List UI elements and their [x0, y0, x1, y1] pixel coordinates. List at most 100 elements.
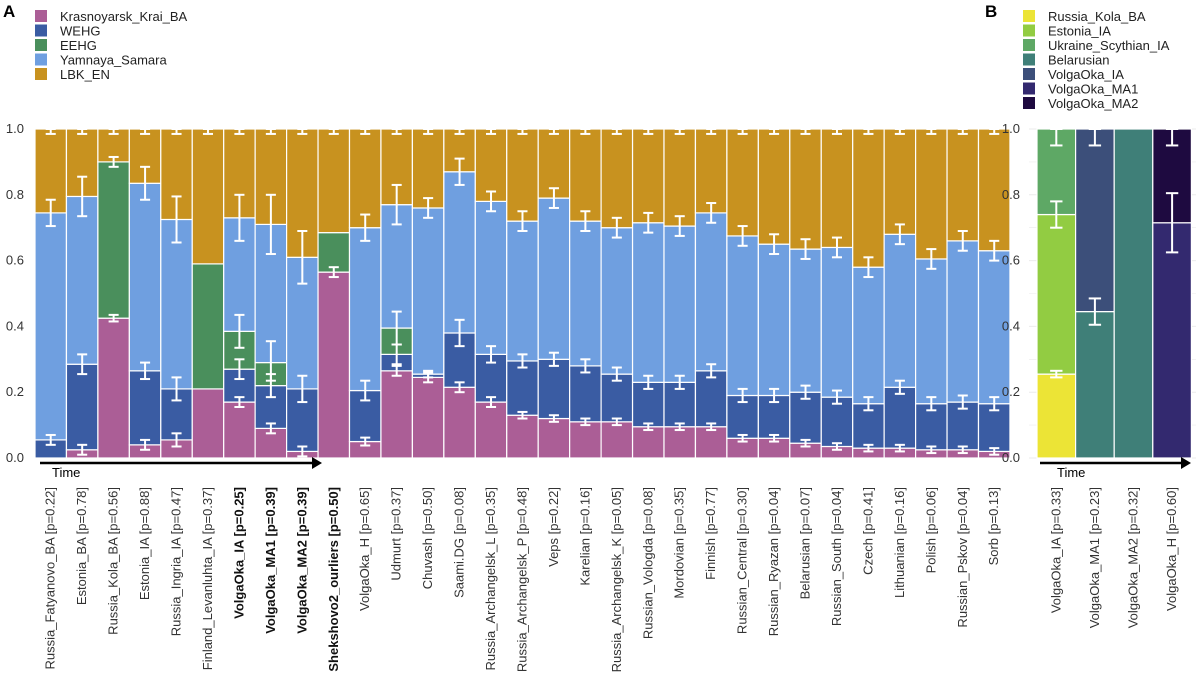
bar-segment-wehg [883, 386, 917, 449]
x-tick-label: Veps [p=0.22] [546, 487, 561, 567]
bar-segment-krasnoyarsk-krai-ba [411, 376, 445, 459]
bar-segment-yamnaya-samara [600, 227, 634, 375]
bars-a [34, 128, 1011, 459]
legend-label-russia-kola-ba: Russia_Kola_BA [1048, 9, 1146, 24]
time-arrow-head [1181, 457, 1191, 469]
y-tick-label: 0.2 [6, 384, 24, 399]
bar-segment-krasnoyarsk-krai-ba [317, 271, 351, 459]
bar-segment-russia-kola-ba [1036, 373, 1077, 459]
bar-segment-yamnaya-samara [34, 212, 68, 441]
x-tick-label: Russia_Kola_BA [p=0.56] [106, 487, 121, 635]
x-tick-label: VolgaOka_H [p=0.60] [1164, 487, 1179, 611]
bar-segment-yamnaya-samara [474, 200, 508, 355]
bar-segment-belarusian [1074, 310, 1115, 459]
bar-segment-lbk-en [348, 128, 382, 229]
x-tick-label: Russian_Central [p=0.30] [735, 487, 750, 634]
y-tick-label: 0.2 [1002, 384, 1020, 399]
legend-label-wehg: WEHG [60, 24, 100, 39]
y-tick-label: 1.0 [6, 121, 24, 136]
x-labels-a: Russia_Fatyanovo_BA [p=0.22] Estonia_BA [… [43, 487, 1001, 672]
legend-swatch-wehg [35, 24, 47, 37]
bar-segment-krasnoyarsk-krai-ba [191, 388, 225, 459]
legend-label-yamnaya-samara: Yamnaya_Samara [60, 53, 167, 68]
x-tick-label: Estonia_BA [p=0.78] [74, 487, 89, 605]
bar-segment-krasnoyarsk-krai-ba [506, 414, 539, 459]
x-tick-label: Russian_Vologda [p=0.08] [640, 487, 655, 639]
legend-swatch-volgaoka-ma2 [1023, 97, 1035, 109]
bar-segment-yamnaya-samara [506, 220, 539, 362]
x-tick-label: Lithuanian [p=0.16] [892, 487, 907, 598]
bar-segment-yamnaya-samara [914, 258, 948, 405]
bar-segment-yamnaya-samara [726, 235, 759, 397]
time-label: Time [1057, 465, 1085, 480]
bar-segment-wehg [128, 370, 162, 446]
bar-segment-yamnaya-samara [977, 250, 1011, 405]
y-tick-label: 0.4 [6, 318, 24, 333]
bar-segment-yamnaya-samara [883, 233, 917, 388]
x-tick-label: Polish [p=0.06] [923, 487, 938, 573]
time-label: Time [52, 465, 80, 480]
legend-label-krasnoyarsk-krai-ba: Krasnoyarsk_Krai_BA [60, 9, 187, 24]
bar-segment-yamnaya-samara [757, 243, 791, 397]
bar-segment-lbk-en [506, 128, 539, 222]
bar-segment-yamnaya-samara [820, 246, 854, 398]
legend-swatch-eehg [35, 39, 47, 51]
legend-swatch-volgaoka-ma1 [1023, 82, 1035, 95]
x-tick-label: Finland_Levanluhta_IA [p=0.37] [200, 487, 215, 670]
x-tick-label: Mordovian [p=0.35] [672, 487, 687, 599]
panel-a-label: A [3, 2, 15, 21]
bar-segment-lbk-en [317, 128, 351, 234]
bar-segment-lbk-en [694, 128, 728, 214]
legend-label-estonia-ia: Estonia_IA [1048, 24, 1111, 39]
y-tick-label: 0.8 [1002, 187, 1020, 202]
bar-segment-yamnaya-samara [569, 220, 602, 367]
legend-swatch-krasnoyarsk-krai-ba [35, 10, 47, 22]
x-tick-label: Estonia_IA [p=0.88] [137, 487, 152, 600]
legend-label-belarusian: Belarusian [1048, 53, 1109, 68]
bar-segment-eehg [191, 263, 225, 390]
legend-label-ukraine-scythian-ia: Ukraine_Scythian_IA [1048, 38, 1170, 53]
bar-segment-yamnaya-samara [789, 248, 822, 393]
bar-segment-yamnaya-samara [65, 195, 99, 365]
bar-segment-wehg [254, 385, 288, 429]
y-tick-label: 1.0 [1002, 121, 1020, 136]
x-tick-label: Shekshovo2_ourliers [p=0.50] [326, 487, 341, 672]
panel-a: A Krasnoyarsk_Krai_BAWEHGEEHGYamnaya_Sam… [3, 2, 1011, 672]
bar-segment-wehg [914, 403, 948, 451]
bar-segment-krasnoyarsk-krai-ba [97, 317, 130, 459]
legend-label-eehg: EEHG [60, 38, 97, 53]
bar-segment-lbk-en [820, 128, 854, 249]
x-tick-label: VolgaOka_IA [p=0.33] [1048, 487, 1063, 613]
y-tick-label: 0.6 [1002, 253, 1020, 268]
legend-swatch-lbk-en [35, 68, 47, 80]
bar-segment-lbk-en [883, 128, 917, 235]
legend-a: Krasnoyarsk_Krai_BAWEHGEEHGYamnaya_Samar… [35, 9, 187, 82]
bar-segment-lbk-en [789, 128, 822, 250]
bar-segment-yamnaya-samara [128, 182, 162, 372]
time-arrow-a: Time [40, 457, 322, 480]
bar-segment-estonia-ia [1036, 213, 1077, 375]
legend-swatch-yamnaya-samara [35, 53, 47, 66]
x-tick-label: Russian_Ryazan [p=0.04] [766, 487, 781, 636]
x-tick-label: VolgaOka_MA2 [p=0.32] [1126, 487, 1141, 628]
x-tick-label: Saami.DG [p=0.08] [452, 487, 467, 598]
bar-segment-yamnaya-samara [160, 218, 193, 390]
bar-segment-lbk-en [977, 128, 1011, 252]
legend-swatch-estonia-ia [1023, 24, 1035, 37]
bar-segment-volgaoka-ia [1074, 128, 1115, 313]
bar-segment-lbk-en [757, 128, 791, 245]
x-tick-label: Russia_Archangelsk_P [p=0.48] [514, 487, 529, 672]
bar-segment-lbk-en [631, 128, 665, 224]
legend-label-volgaoka-ia: VolgaOka_IA [1048, 67, 1124, 82]
panel-b-label: B [985, 2, 997, 21]
bar-segment-krasnoyarsk-krai-ba [537, 417, 571, 459]
x-tick-label: VolgaOka_H [p=0.65] [357, 487, 372, 611]
y-ticks-a: 0.0 0.2 0.4 0.6 0.8 1.0 [6, 121, 24, 465]
bar-segment-yamnaya-samara [946, 240, 980, 403]
x-tick-label: Russia_Archangelsk_L [p=0.35] [483, 487, 498, 670]
y-tick-label: 0.4 [1002, 318, 1020, 333]
x-tick-label: Russian_Pskov [p=0.04] [955, 487, 970, 628]
bar-segment-wehg [946, 401, 980, 451]
x-tick-label: Belarusian [p=0.07] [798, 487, 813, 599]
